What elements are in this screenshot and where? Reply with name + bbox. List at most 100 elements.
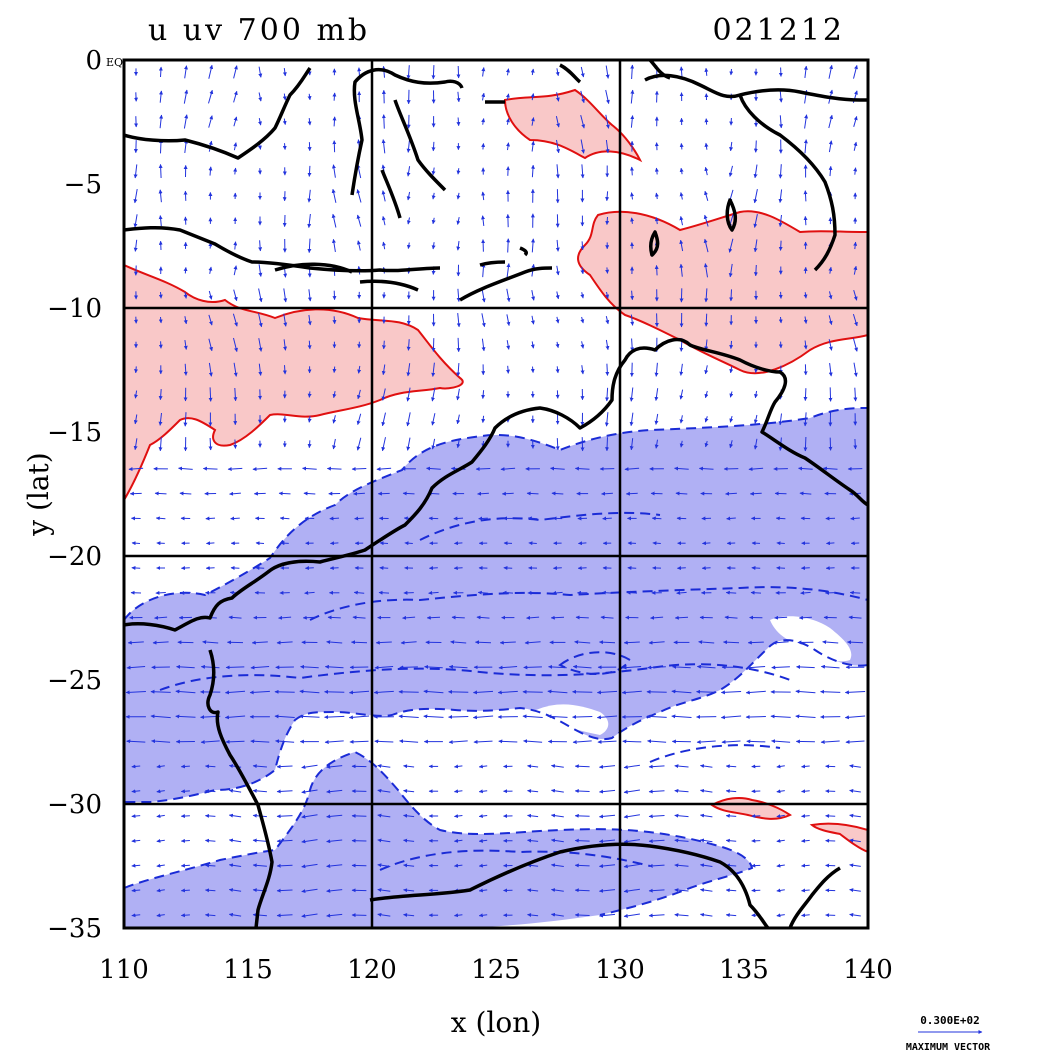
wind-vector [456,440,461,449]
wind-vector [679,66,684,78]
x-tick-label: 110 [99,955,149,985]
wind-vector [803,388,808,401]
wind-vector [400,640,417,645]
wind-vector [677,566,686,571]
wind-vector [307,440,312,449]
wind-vector [700,788,713,793]
wind-vector [258,264,263,277]
wind-vector [605,437,610,452]
wind-vector [225,665,245,670]
wind-vector [205,813,216,818]
wind-vector [530,366,535,373]
wind-vector [629,387,634,402]
wind-vector [357,67,362,77]
wind-vector [181,566,190,571]
chart-title-left: u uv 700 mb [148,13,370,48]
wind-vector [528,541,537,546]
wind-vector [326,640,343,645]
wind-vector [679,143,684,150]
wind-vector [527,863,539,868]
wind-vector [456,168,461,175]
wind-vector [776,913,785,918]
wind-vector [356,437,362,451]
y-tick-label: −25 [47,666,102,696]
wind-vector [377,888,391,892]
wind-vector [307,391,312,398]
wind-vector [799,491,812,496]
wind-vector [648,839,665,844]
wind-vector [623,789,640,794]
wind-vector [728,263,733,278]
wind-vector [704,288,709,303]
wind-vector [803,436,808,452]
wind-vector [754,390,758,399]
wind-vector [580,66,585,78]
wind-vector [828,339,833,351]
wind-vector [623,888,640,894]
wind-vector [721,739,741,744]
wind-vector [804,114,809,129]
wind-vector [329,516,340,521]
wind-vector [403,888,415,893]
wind-vector [671,689,692,694]
wind-vector [233,90,238,103]
wind-vector [456,117,461,127]
wind-vector [679,440,684,448]
wind-vector [696,689,717,694]
wind-vector [332,316,337,325]
wind-vector [374,665,394,670]
wind-vector [776,764,785,769]
wind-vector [406,387,411,402]
wind-vector [828,64,834,79]
wind-vector [849,838,861,843]
wind-vector [704,365,709,375]
wind-vector [252,467,268,472]
wind-vector [648,913,665,918]
wind-vector [527,913,539,917]
wind-vector [674,912,689,917]
wind-vector [330,541,339,546]
wind-vector [180,814,190,819]
wind-vector [381,216,386,226]
wind-vector [572,740,592,745]
wind-vector [208,362,213,377]
wind-vector [282,365,287,375]
wind-vector [530,341,535,349]
wind-vector [700,838,713,843]
wind-vector [150,714,171,719]
wind-vector [278,615,292,620]
wind-vector [258,288,263,303]
wind-vector [125,690,146,695]
wind-vector [403,913,415,917]
wind-vector [258,240,263,252]
wind-vector [652,541,661,546]
wind-vector [552,590,563,595]
wind-vector [580,139,585,154]
wind-vector [357,365,362,374]
wind-vector [623,913,640,918]
wind-vector [349,690,370,695]
wind-vector [580,292,585,299]
wind-vector [599,640,616,645]
wind-vector [530,117,535,126]
wind-vector [301,839,318,844]
wind-vector [745,690,766,695]
wind-vector [574,764,590,769]
wind-vector [133,414,138,425]
wind-vector [230,516,240,521]
wind-vector [205,789,216,794]
wind-vector [725,764,737,769]
wind-vector [274,714,295,719]
wind-vector [398,689,419,694]
wind-vector [324,664,344,669]
wind-vector [356,240,361,251]
wind-vector [208,64,214,79]
wind-vector [429,566,438,571]
wind-vector [379,565,389,570]
reference-vector-legend: 0.300E+02 MAXIMUM VECTOR [906,1014,991,1053]
wind-vector [798,466,813,471]
wind-vector [326,913,343,918]
wind-vector [233,167,238,175]
wind-vector [205,863,216,868]
wind-vector [431,362,436,377]
